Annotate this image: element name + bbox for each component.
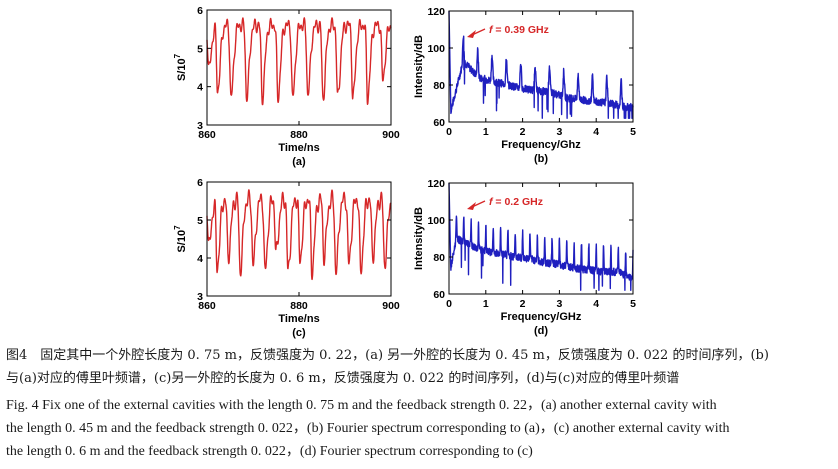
- y-tick-label: 100: [427, 215, 445, 227]
- x-tick-label: 0: [446, 298, 452, 310]
- y-tick-label: 6: [197, 5, 203, 17]
- annotation-arrow-head: [467, 30, 476, 38]
- x-axis-label: Time/ns: [278, 142, 319, 154]
- panel-a: 860 880 900 3 4 5 6 Time/ns (a) S/107: [173, 5, 400, 168]
- data-line-d: [448, 182, 634, 291]
- y-tick-label: 4: [197, 82, 203, 94]
- panel-sublabel: (b): [534, 153, 548, 165]
- data-line-c: [206, 189, 392, 281]
- caption-en-line-3: the length 0. 6 m and the feedback stren…: [6, 444, 533, 459]
- x-tick-label: 5: [630, 298, 636, 310]
- y-axis-label: Intensity/dB: [413, 207, 425, 270]
- caption-zh-line-1: 图4 固定其中一个外腔长度为 0. 75 m，反馈强度为 0. 22，(a) 另…: [6, 348, 769, 363]
- caption-chinese: 图4 固定其中一个外腔长度为 0. 75 m，反馈强度为 0. 22，(a) 另…: [6, 344, 832, 390]
- x-tick-label: 2: [520, 298, 526, 310]
- caption-en-line-1: Fig. 4 Fix one of the external cavities …: [6, 398, 717, 413]
- plot-frame-d: [448, 182, 634, 295]
- x-tick-label: 4: [593, 126, 599, 138]
- y-tick-label: 120: [427, 6, 445, 18]
- y-tick-label: 3: [197, 291, 203, 303]
- y-tick-label: 4: [197, 253, 203, 265]
- y-tick-label: 3: [197, 120, 203, 132]
- y-tick-label: 60: [433, 289, 445, 301]
- x-tick-label: 3: [556, 126, 562, 138]
- plot-frame-b: [448, 10, 634, 123]
- x-tick-label: 900: [382, 300, 400, 312]
- y-tick-label: 100: [427, 43, 445, 55]
- y-tick-label: 120: [427, 178, 445, 190]
- panel-c: 860 880 900 3 4 5 6 Time/ns (c) S/107: [173, 177, 400, 339]
- x-axis-label: Time/ns: [278, 313, 319, 325]
- y-tick-label: 5: [197, 43, 203, 55]
- x-tick-label: 3: [556, 298, 562, 310]
- x-tick-label: 880: [290, 129, 308, 141]
- annotation-arrow-head: [467, 202, 476, 210]
- y-axis-label: S/107: [173, 53, 188, 81]
- x-tick-label: 1: [483, 126, 489, 138]
- caption-english: Fig. 4 Fix one of the external cavities …: [6, 394, 832, 463]
- y-tick-label: 80: [433, 80, 445, 92]
- x-tick-label: 5: [630, 126, 636, 138]
- x-tick-label: 900: [382, 129, 400, 141]
- x-tick-label: 4: [593, 298, 599, 310]
- y-tick-label: 5: [197, 215, 203, 227]
- annotation-label: f = 0.39 GHz: [489, 24, 549, 36]
- y-tick-label: 80: [433, 252, 445, 264]
- panel-sublabel: (a): [292, 156, 306, 168]
- x-tick-label: 0: [446, 126, 452, 138]
- y-axis-label: Intensity/dB: [413, 35, 425, 98]
- panel-b: 0 1 2 3 4 5 60 80 100 120 Frequency/Ghz (b) Intensit…: [413, 6, 636, 165]
- x-tick-label: 2: [520, 126, 526, 138]
- panel-sublabel: (c): [292, 327, 306, 339]
- caption-zh-line-2: 与(a)对应的傅里叶频谱，(c)另一外腔的长度为 0. 6 m，反馈强度为 0.…: [6, 371, 680, 386]
- data-line-a: [206, 17, 392, 106]
- caption-en-line-2: the length 0. 45 m and the feedback stre…: [6, 421, 730, 436]
- x-tick-label: 860: [198, 300, 216, 312]
- x-tick-label: 880: [290, 300, 308, 312]
- panel-d: 0 1 2 3 4 5 60 80 100 120 Frequency/GHz (d) Intensit…: [413, 178, 636, 337]
- x-axis-label: Frequency/GHz: [501, 311, 582, 323]
- y-tick-label: 6: [197, 177, 203, 189]
- x-tick-label: 1: [483, 298, 489, 310]
- x-axis-label: Frequency/Ghz: [501, 139, 581, 151]
- y-tick-label: 60: [433, 117, 445, 129]
- panel-sublabel: (d): [534, 325, 548, 337]
- y-axis-label: S/107: [173, 225, 188, 253]
- x-tick-label: 860: [198, 129, 216, 141]
- annotation-label: f = 0.2 GHz: [489, 196, 543, 208]
- data-line-b: [448, 10, 634, 119]
